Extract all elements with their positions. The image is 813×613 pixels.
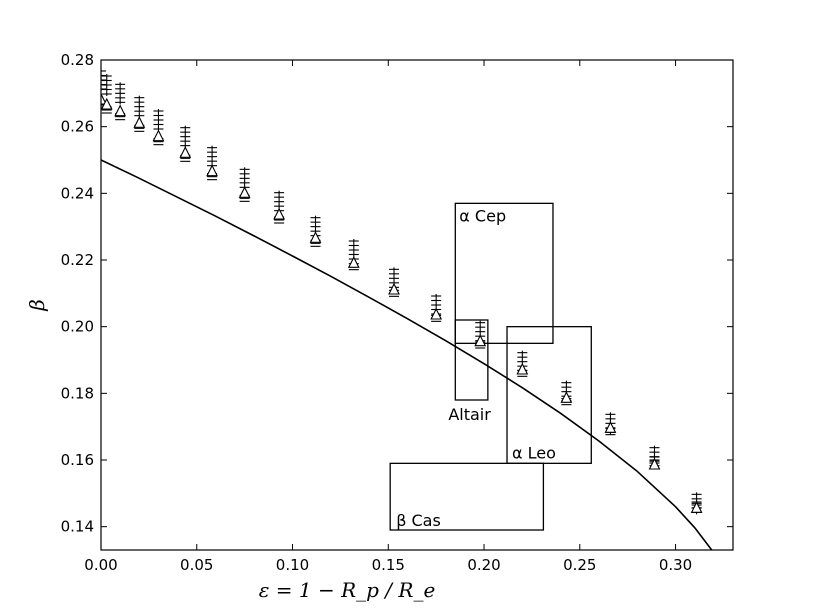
box-label: Altair — [448, 405, 491, 424]
triangle-marker — [388, 282, 400, 295]
y-tick-label: 0.14 — [61, 518, 94, 536]
triangle-marker — [347, 256, 360, 268]
y-tick-label: 0.16 — [61, 451, 94, 469]
y-tick-label: 0.18 — [61, 384, 94, 402]
y-tick-label: 0.22 — [61, 251, 94, 269]
star-box — [506, 326, 592, 464]
box-label: α Cep — [459, 206, 506, 225]
star-box — [454, 319, 489, 401]
x-tick-label: 0.10 — [276, 556, 309, 574]
triangle-marker — [206, 164, 218, 177]
triangle-marker — [560, 391, 573, 403]
data-layer — [101, 69, 733, 550]
triangle-marker — [101, 92, 107, 105]
y-axis-label: β — [25, 299, 49, 312]
triangle-marker — [133, 116, 146, 128]
y-tick-label: 0.24 — [61, 184, 94, 202]
plus-marker — [207, 145, 218, 168]
triangle-marker — [604, 421, 617, 433]
plot-area: α Cep Altair α Leo β Cas 0.00 0.05 0.10 0.15 0.2… — [25, 51, 734, 602]
x-tick-label: 0.05 — [180, 556, 213, 574]
model-curve — [101, 159, 733, 550]
y-tick-label: 0.26 — [61, 118, 94, 136]
triangle-marker — [101, 97, 113, 110]
x-tick-label: 0.15 — [372, 556, 405, 574]
triangle-marker — [430, 307, 443, 320]
y-tick-label: 0.20 — [61, 318, 94, 336]
plus-marker — [115, 82, 126, 105]
triangle-marker — [114, 104, 127, 117]
triangle-marker — [152, 129, 165, 142]
y-tick-label: 0.28 — [61, 51, 94, 69]
plus-marker — [134, 95, 145, 118]
x-tick-label: 0.00 — [84, 556, 117, 574]
star-box — [389, 462, 545, 531]
triangle-marker — [648, 457, 661, 470]
triangle-marker — [238, 186, 251, 198]
x-tick-label: 0.30 — [659, 556, 692, 574]
box-label: β Cas — [396, 511, 441, 530]
plus-marker — [180, 125, 191, 148]
plus-marker — [101, 74, 112, 96]
triangle-marker — [690, 501, 703, 513]
triangle-marker — [273, 207, 285, 220]
x-axis-label: ε = 1 − R_p / R_e — [259, 578, 436, 602]
star-box — [454, 202, 554, 344]
triangle-marker — [309, 231, 322, 243]
triangle-marker — [179, 146, 192, 158]
triangle-marker — [516, 362, 529, 375]
box-label: α Leo — [512, 443, 556, 462]
plus-marker — [239, 167, 250, 190]
plus-marker — [153, 109, 164, 131]
x-tick-label: 0.25 — [563, 556, 596, 574]
x-tick-label: 0.20 — [467, 556, 500, 574]
triangle-marker — [474, 334, 487, 347]
plot-frame — [100, 59, 734, 551]
